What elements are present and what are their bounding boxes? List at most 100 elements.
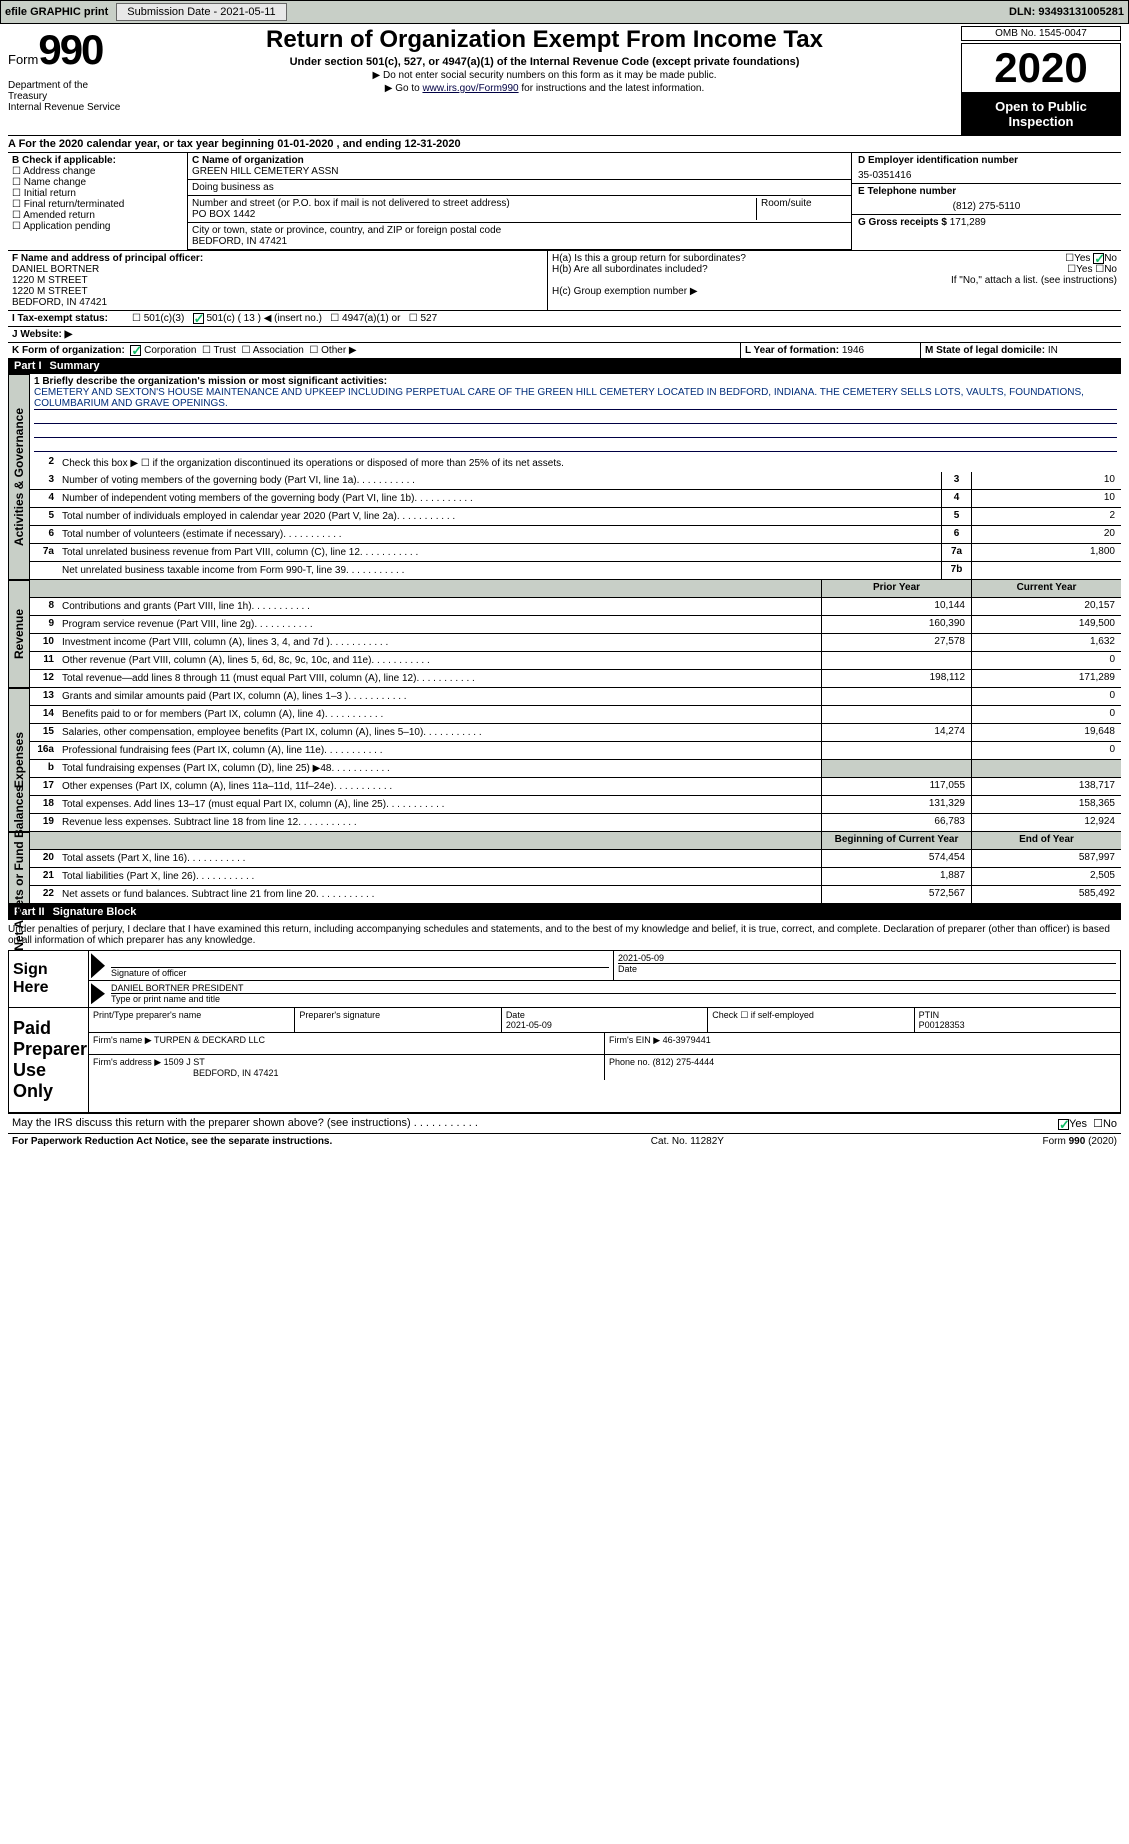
line-value: 2	[971, 508, 1121, 525]
table-row: 11 Other revenue (Part VIII, column (A),…	[30, 652, 1121, 670]
check-initial-return[interactable]: ☐ Initial return	[12, 188, 183, 199]
prior-value	[821, 742, 971, 759]
check-final-return[interactable]: ☐ Final return/terminated	[12, 199, 183, 210]
current-value: 20,157	[971, 598, 1121, 615]
notice-goto: ▶ Go to www.irs.gov/Form990 for instruct…	[138, 83, 951, 94]
section-b-label: B Check if applicable:	[12, 155, 183, 166]
gross-receipts-label: G Gross receipts $	[858, 217, 947, 228]
line-value: 10	[971, 490, 1121, 507]
prior-value: 131,329	[821, 796, 971, 813]
corp-checked[interactable]: ✓	[130, 345, 141, 356]
opt-other[interactable]: Other ▶	[321, 345, 356, 356]
table-row: 9 Program service revenue (Part VIII, li…	[30, 616, 1121, 634]
form-number: 990	[38, 26, 102, 73]
street-label: Number and street (or P.O. box if mail i…	[192, 198, 756, 209]
line-num: 14	[30, 706, 58, 723]
hb-row: H(b) Are all subordinates included? ☐Yes…	[552, 264, 1117, 275]
prior-value: 66,783	[821, 814, 971, 831]
org-name-label: C Name of organization	[192, 155, 847, 166]
line-num: 17	[30, 778, 58, 795]
part2-header: Part II Signature Block	[8, 904, 1121, 920]
firm-name-label: Firm's name ▶	[93, 1035, 152, 1045]
line-text: Number of independent voting members of …	[58, 490, 941, 507]
tax-exempt-label: I Tax-exempt status:	[8, 311, 128, 326]
section-bcdefg: B Check if applicable: ☐ Address change …	[8, 152, 1121, 250]
line-text: Net assets or fund balances. Subtract li…	[58, 886, 821, 903]
dln-label: DLN: 93493131005281	[1009, 6, 1124, 18]
line-num: 18	[30, 796, 58, 813]
section-i: I Tax-exempt status: ☐ 501(c)(3) ✓ 501(c…	[8, 310, 1121, 326]
line-num: 3	[30, 472, 58, 489]
prep-date-cell: Date 2021-05-09	[502, 1008, 708, 1032]
line-text: Contributions and grants (Part VIII, lin…	[58, 598, 821, 615]
opt-trust[interactable]: Trust	[214, 345, 236, 356]
table-row: 17 Other expenses (Part IX, column (A), …	[30, 778, 1121, 796]
line-text: Total assets (Part X, line 16)	[58, 850, 821, 867]
table-row: 7a Total unrelated business revenue from…	[30, 544, 1121, 562]
hb-label: H(b) Are all subordinates included?	[552, 264, 708, 275]
line-text: Revenue less expenses. Subtract line 18 …	[58, 814, 821, 831]
submission-date-button[interactable]: Submission Date - 2021-05-11	[116, 3, 286, 21]
blank-text	[58, 580, 821, 597]
ein-label: D Employer identification number	[858, 155, 1115, 166]
side-label-net: Net Assets or Fund Balances	[8, 832, 30, 904]
line-num: 13	[30, 688, 58, 705]
line-text: Program service revenue (Part VIII, line…	[58, 616, 821, 633]
part2-title: Signature Block	[53, 906, 137, 918]
current-value: 0	[971, 706, 1121, 723]
line-text: Total unrelated business revenue from Pa…	[58, 544, 941, 561]
check-address-change[interactable]: ☐ Address change	[12, 166, 183, 177]
line-text: Benefits paid to or for members (Part IX…	[58, 706, 821, 723]
check-amended-return[interactable]: ☐ Amended return	[12, 210, 183, 221]
ha-no-checked[interactable]: ✓	[1093, 253, 1104, 264]
officer-name: DANIEL BORTNER	[12, 264, 543, 275]
hc-row: H(c) Group exemption number ▶	[552, 286, 1117, 297]
table-row: 19 Revenue less expenses. Subtract line …	[30, 814, 1121, 832]
form-page: Form 990 (2020)	[1043, 1136, 1117, 1147]
prior-value: 160,390	[821, 616, 971, 633]
officer-name-cell: DANIEL BORTNER PRESIDENT Type or print n…	[107, 981, 1120, 1006]
line-num: 16a	[30, 742, 58, 759]
prior-value	[821, 652, 971, 669]
table-row: 20 Total assets (Part X, line 16) 574,45…	[30, 850, 1121, 868]
tax-exempt-options: ☐ 501(c)(3) ✓ 501(c) ( 13 ) ◀ (insert no…	[128, 311, 1121, 326]
prep-date-value: 2021-05-09	[506, 1020, 552, 1030]
opt-corp: Corporation	[144, 345, 196, 356]
opt-501c-checked[interactable]: ✓	[193, 313, 204, 324]
officer-addr2: 1220 M STREET	[12, 286, 543, 297]
table-row: 8 Contributions and grants (Part VIII, l…	[30, 598, 1121, 616]
officer-addr1: 1220 M STREET	[12, 275, 543, 286]
table-row: 6 Total number of volunteers (estimate i…	[30, 526, 1121, 544]
city-value: BEDFORD, IN 47421	[192, 236, 847, 247]
line-text: Other expenses (Part IX, column (A), lin…	[58, 778, 821, 795]
firm-phone-label: Phone no.	[609, 1057, 650, 1067]
opt-4947[interactable]: 4947(a)(1) or	[342, 313, 400, 324]
form-subtitle: Under section 501(c), 527, or 4947(a)(1)…	[138, 56, 951, 68]
prior-value	[821, 688, 971, 705]
line-num: 21	[30, 868, 58, 885]
opt-assoc[interactable]: Association	[253, 345, 304, 356]
line-box: 6	[941, 526, 971, 543]
check-application-pending[interactable]: ☐ Application pending	[12, 221, 183, 232]
check-name-change[interactable]: ☐ Name change	[12, 177, 183, 188]
opt-501c3[interactable]: 501(c)(3)	[144, 313, 185, 324]
prior-value: 198,112	[821, 670, 971, 687]
mission-label: 1 Briefly describe the organization's mi…	[34, 376, 1117, 387]
line-text: Salaries, other compensation, employee b…	[58, 724, 821, 741]
line-2-num: 2	[30, 454, 58, 472]
table-row: 4 Number of independent voting members o…	[30, 490, 1121, 508]
year-formation-value: 1946	[842, 345, 864, 356]
arrow-icon	[91, 953, 105, 978]
firm-addr-label: Firm's address ▶	[93, 1057, 161, 1067]
may-irs-yes-checked[interactable]: ✓	[1058, 1119, 1069, 1130]
irs-link[interactable]: www.irs.gov/Form990	[422, 83, 518, 94]
goto-prefix: ▶ Go to	[385, 83, 423, 94]
opt-527[interactable]: 527	[420, 313, 437, 324]
current-value: 158,365	[971, 796, 1121, 813]
table-row: 18 Total expenses. Add lines 13–17 (must…	[30, 796, 1121, 814]
signature-date-cell: 2021-05-09 Date	[614, 951, 1120, 980]
side-label-gov: Activities & Governance	[8, 374, 30, 580]
check-self-employed[interactable]: Check ☐ if self-employed	[708, 1008, 914, 1032]
may-irs-options: ✓Yes ☐No	[1058, 1117, 1117, 1130]
sign-here-label: Sign Here	[9, 951, 89, 1007]
